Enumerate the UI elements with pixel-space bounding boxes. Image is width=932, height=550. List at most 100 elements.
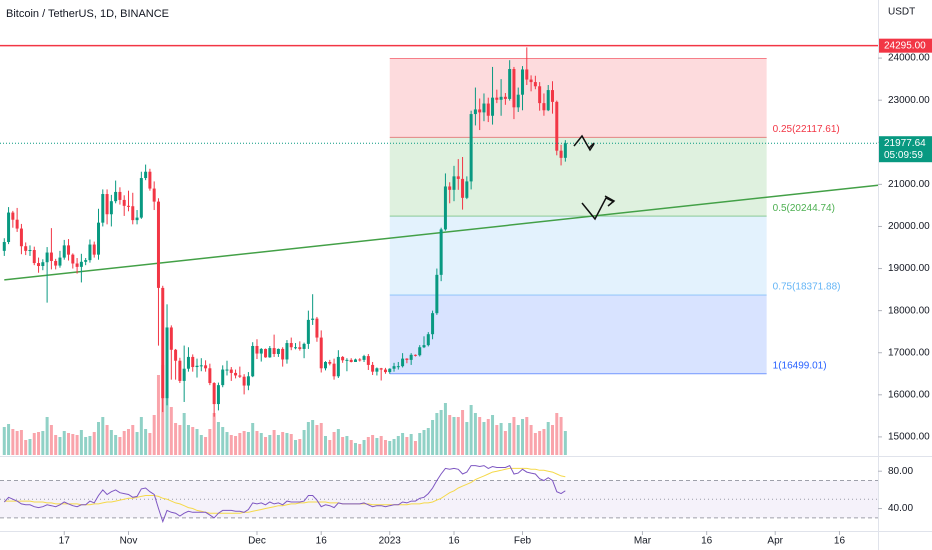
volume-bar	[366, 437, 370, 455]
volume-bar	[79, 430, 83, 455]
volume-bar	[62, 431, 66, 455]
candle-body	[114, 191, 118, 202]
volume-bar	[234, 436, 238, 455]
candle-body	[491, 97, 495, 116]
volume-bar	[495, 425, 499, 455]
candle-body	[311, 318, 315, 320]
candle-body	[204, 365, 208, 369]
candle-body	[234, 372, 238, 376]
volume-bar	[559, 417, 563, 455]
volume-bar	[319, 423, 323, 455]
candle-body	[229, 369, 233, 373]
candle-body	[499, 96, 503, 100]
candle-body	[409, 354, 413, 360]
y-tick-label: 15000.00	[888, 432, 930, 443]
candle-body	[473, 109, 477, 115]
volume-bar	[49, 425, 53, 455]
volume-bar	[302, 430, 306, 455]
volume-bar	[144, 429, 148, 455]
volume-bar	[473, 413, 477, 455]
volume-bar	[285, 433, 289, 455]
volume-bar	[401, 433, 405, 455]
candle-body	[195, 365, 199, 368]
candle-body	[19, 228, 23, 247]
candle-body	[32, 250, 36, 264]
candle-body	[345, 359, 349, 361]
volume-bar	[135, 432, 139, 455]
candle-body	[135, 217, 139, 221]
candle-body	[276, 348, 280, 354]
volume-bar	[396, 436, 400, 455]
candle-body	[101, 194, 105, 223]
fib-zone	[389, 58, 767, 138]
candle-body	[383, 369, 387, 373]
volume-bar	[251, 423, 255, 455]
volume-bar	[131, 425, 135, 455]
volume-bar	[499, 423, 503, 455]
volume-bar	[525, 417, 529, 455]
volume-bar	[550, 425, 554, 455]
candle-body	[516, 94, 520, 108]
volume-bar	[533, 433, 537, 455]
volume-bar	[238, 433, 242, 455]
volume-bar	[88, 436, 92, 455]
candle-body	[62, 245, 66, 258]
candle-body	[156, 201, 160, 288]
candle-body	[563, 143, 567, 158]
volume-bar	[122, 431, 126, 455]
candle-body	[486, 103, 490, 116]
rsi-line	[3, 464, 566, 524]
volume-bar	[324, 436, 328, 455]
y-tick-label: 20000.00	[888, 221, 930, 232]
candle-body	[79, 261, 83, 267]
candle-body	[521, 69, 525, 95]
candle-body	[538, 86, 542, 104]
volume-bar	[405, 437, 409, 455]
candle-body	[238, 375, 242, 377]
candle-body	[289, 343, 293, 348]
volume-bar	[71, 434, 75, 455]
candle-body	[225, 369, 229, 371]
candle-body	[186, 356, 190, 369]
hline-label: 24295.00	[884, 40, 926, 51]
volume-bar	[165, 390, 169, 455]
candle-body	[525, 69, 529, 80]
candle-body	[144, 171, 148, 179]
price-unit: USDT	[888, 7, 915, 18]
x-tick-label: 16	[834, 536, 846, 547]
volume-bar	[19, 430, 23, 455]
candle-body	[281, 348, 285, 360]
volume-bar	[555, 413, 559, 455]
candle-body	[24, 246, 28, 251]
candle-body	[7, 212, 11, 243]
volume-bar	[443, 403, 447, 455]
last-price-box	[879, 136, 932, 163]
volume-bar	[109, 430, 113, 455]
volume-bar	[362, 440, 366, 455]
volume-bar	[105, 425, 109, 455]
volume-bar	[491, 415, 495, 455]
candle-body	[456, 176, 460, 179]
volume-bar	[216, 422, 220, 455]
y-tick-label: 18000.00	[888, 305, 930, 316]
volume-bar	[409, 434, 413, 455]
last-price-label: 21977.64	[884, 138, 926, 149]
volume-bar	[169, 407, 173, 455]
volume-bar	[75, 435, 79, 455]
candle-body	[542, 103, 546, 111]
volume-bar	[529, 425, 533, 455]
candle-body	[58, 257, 62, 266]
volume-bar	[7, 424, 11, 455]
candle-body	[371, 364, 375, 372]
volume-bar	[546, 422, 550, 455]
volume-bar	[456, 417, 460, 455]
rsi-tick-label: 80.00	[888, 466, 913, 477]
volume-bar	[174, 423, 178, 455]
candle-body	[152, 188, 156, 202]
candle-body	[529, 79, 533, 83]
candle-body	[422, 345, 426, 348]
volume-bar	[478, 417, 482, 455]
candle-body	[105, 194, 109, 215]
candle-body	[319, 337, 323, 369]
candle-body	[259, 348, 263, 354]
